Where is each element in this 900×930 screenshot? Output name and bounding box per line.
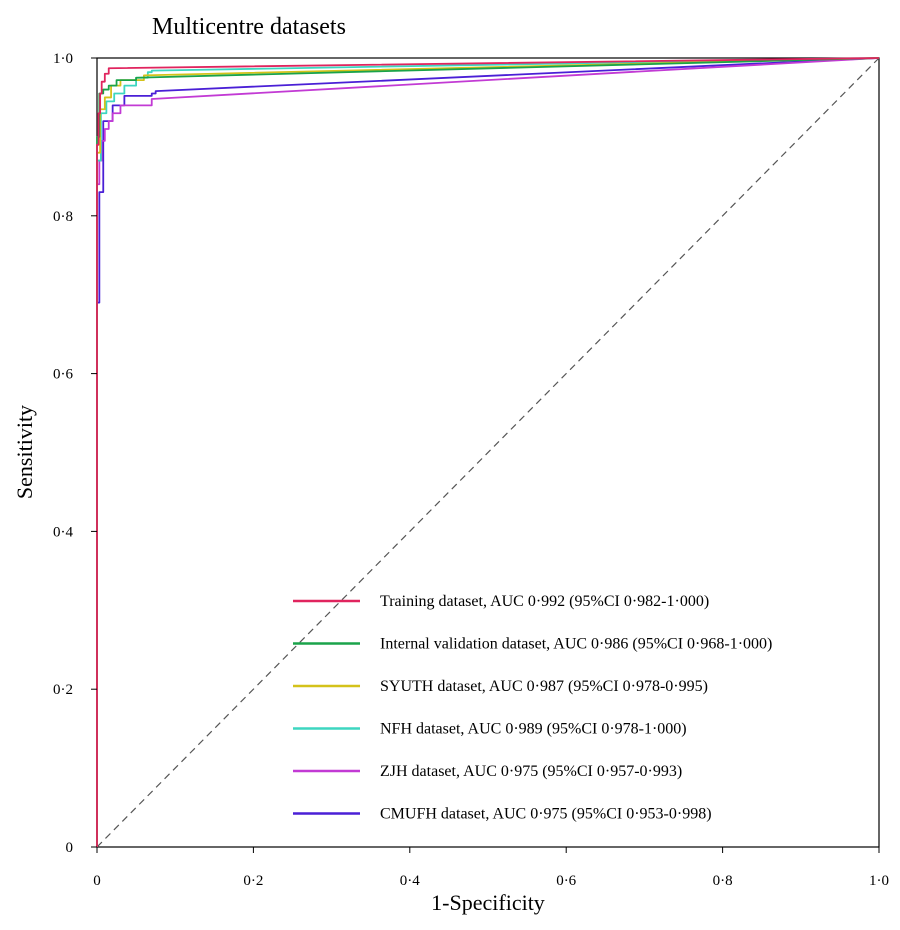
series-line-6 xyxy=(96,57,880,847)
series-line-5 xyxy=(96,57,880,847)
y-tick-label: 0·6 xyxy=(53,367,73,383)
x-tick-label: 1·0 xyxy=(869,873,889,889)
x-tick-label: 0·2 xyxy=(243,873,263,889)
chart-title: Multicentre datasets xyxy=(152,14,346,40)
x-axis-label: 1-Specificity xyxy=(431,890,545,915)
y-tick-label: 0 xyxy=(66,840,74,856)
legend-label-2: Internal validation dataset, AUC 0·986 (… xyxy=(380,636,772,653)
y-axis-label: Sensitivity xyxy=(12,405,37,499)
legend-label-5: ZJH dataset, AUC 0·975 (95%CI 0·957-0·99… xyxy=(380,763,682,780)
series-line-3 xyxy=(96,57,880,847)
y-tick-label: 0·8 xyxy=(53,209,73,225)
legend-label-4: NFH dataset, AUC 0·989 (95%CI 0·978-1·00… xyxy=(380,721,687,738)
reference-diagonal-line xyxy=(96,57,880,848)
x-tick-label: 0·8 xyxy=(713,873,733,889)
y-tick-label: 1·0 xyxy=(53,51,73,67)
x-tick-label: 0·6 xyxy=(556,873,576,889)
y-tick-label: 0·4 xyxy=(53,524,73,540)
x-tick-label: 0·4 xyxy=(400,873,420,889)
legend-label-1: Training dataset, AUC 0·992 (95%CI 0·982… xyxy=(380,593,709,610)
legend-label-6: CMUFH dataset, AUC 0·975 (95%CI 0·953-0·… xyxy=(380,806,712,823)
series-line-1 xyxy=(96,57,880,847)
legend-label-3: SYUTH dataset, AUC 0·987 (95%CI 0·978-0·… xyxy=(380,678,708,695)
y-tick-label: 0·2 xyxy=(53,682,73,698)
x-tick-label: 0 xyxy=(93,873,101,889)
legend: Training dataset, AUC 0·992 (95%CI 0·982… xyxy=(293,593,772,823)
